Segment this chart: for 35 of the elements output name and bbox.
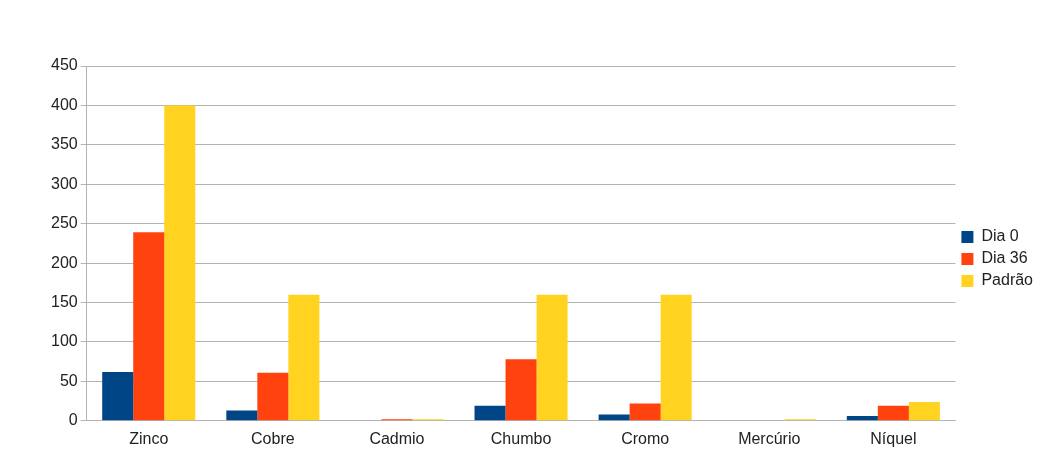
bar	[598, 414, 630, 421]
bar	[474, 405, 506, 421]
bar	[877, 405, 909, 421]
x-tick-label: Níquel	[870, 429, 917, 447]
x-tick-label: Zinco	[129, 429, 169, 447]
bar	[505, 359, 537, 421]
y-tick-label: 250	[50, 214, 78, 232]
x-tick-label: Mercúrio	[738, 429, 801, 447]
x-tick-label: Cobre	[251, 429, 295, 447]
y-tick-label: 200	[50, 253, 78, 271]
y-tick-label: 50	[59, 371, 78, 389]
bar	[536, 294, 568, 421]
y-tick-label: 450	[50, 56, 78, 74]
bar	[908, 401, 940, 421]
x-tick-label: Cadmio	[369, 429, 425, 447]
y-tick-label: 0	[68, 411, 78, 429]
y-tick-label: 350	[50, 135, 78, 153]
bar	[257, 372, 289, 421]
y-tick-label: 150	[50, 292, 78, 310]
legend-label: Dia 0	[981, 227, 1019, 245]
y-tick-label: 300	[50, 174, 78, 192]
bar	[288, 294, 320, 421]
y-tick-label: 400	[50, 95, 78, 113]
legend-label: Padrão	[981, 271, 1034, 289]
bar	[660, 294, 692, 421]
y-tick-label: 100	[50, 332, 78, 350]
bar	[164, 105, 196, 421]
x-tick-label: Cromo	[621, 429, 670, 447]
bar	[846, 416, 878, 421]
bar	[629, 403, 661, 421]
bar	[133, 232, 165, 421]
bar	[102, 371, 134, 421]
x-tick-label: Chumbo	[490, 429, 552, 447]
bar	[226, 410, 258, 421]
legend-label: Dia 36	[981, 249, 1028, 267]
